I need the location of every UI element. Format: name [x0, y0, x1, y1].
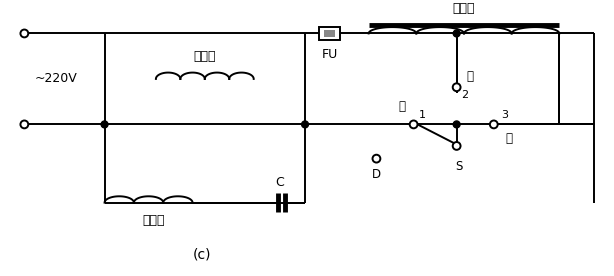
Circle shape: [410, 121, 418, 128]
Circle shape: [301, 121, 308, 128]
Bar: [319, 27, 340, 40]
Text: FU: FU: [321, 48, 338, 61]
Text: 2: 2: [462, 90, 468, 100]
Text: 电抗器: 电抗器: [453, 2, 475, 15]
Text: 1: 1: [419, 110, 426, 121]
Text: 副绕组: 副绕组: [142, 214, 165, 227]
Text: 中: 中: [467, 70, 473, 83]
Circle shape: [453, 121, 460, 128]
Text: ~220V: ~220V: [34, 72, 77, 86]
Text: (c): (c): [193, 247, 212, 261]
Text: 主绕组: 主绕组: [193, 50, 216, 63]
Bar: [324, 30, 335, 37]
Circle shape: [453, 142, 460, 150]
Text: 高: 高: [398, 100, 405, 113]
Circle shape: [490, 121, 498, 128]
Circle shape: [20, 121, 28, 128]
Circle shape: [101, 121, 108, 128]
Text: S: S: [455, 160, 462, 172]
Circle shape: [20, 30, 28, 37]
Text: 低: 低: [505, 132, 513, 145]
Text: C: C: [275, 176, 284, 189]
Text: 3: 3: [502, 110, 508, 121]
Circle shape: [453, 30, 460, 37]
Circle shape: [453, 83, 460, 91]
Text: D: D: [372, 168, 381, 181]
Circle shape: [373, 155, 380, 163]
